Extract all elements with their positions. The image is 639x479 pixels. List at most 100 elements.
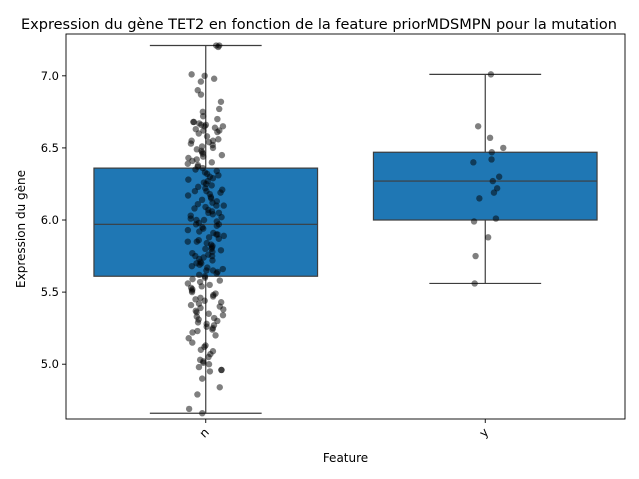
point-y-11 — [476, 195, 483, 202]
point-n-193 — [216, 384, 223, 391]
point-n-183 — [205, 353, 212, 361]
point-n-196 — [199, 410, 206, 417]
point-y-13 — [470, 218, 478, 225]
point-n-89 — [200, 216, 208, 224]
point-n-61 — [208, 182, 215, 189]
x-tick-label-y: y — [476, 425, 491, 440]
point-n-122 — [209, 257, 216, 264]
point-n-45 — [208, 159, 216, 166]
point-n-186 — [200, 359, 207, 366]
point-n-126 — [196, 261, 203, 268]
point-n-114 — [217, 247, 225, 254]
point-n-25 — [214, 128, 221, 136]
point-n-112 — [202, 245, 209, 253]
point-y-8 — [489, 177, 496, 185]
point-y-15 — [472, 252, 479, 260]
box-body-y — [372, 151, 598, 221]
point-n-170 — [203, 323, 210, 330]
point-n-188 — [195, 363, 203, 371]
point-y-16 — [471, 280, 478, 287]
point-n-137 — [189, 275, 196, 283]
point-n-79 — [191, 205, 198, 212]
point-n-158 — [220, 306, 227, 313]
point-n-131 — [203, 267, 210, 274]
point-n-75 — [194, 200, 202, 208]
point-n-195 — [185, 405, 193, 413]
point-n-149 — [209, 293, 217, 300]
point-n-67 — [217, 189, 224, 196]
y-tick-label-1: 5.5 — [41, 285, 59, 299]
point-n-93 — [192, 221, 200, 228]
point-n-69 — [184, 192, 192, 199]
point-n-174 — [189, 329, 196, 336]
point-n-26 — [195, 130, 202, 137]
point-n-97 — [184, 226, 192, 234]
point-n-166 — [214, 317, 221, 325]
point-y-10 — [490, 189, 498, 196]
point-n-5 — [210, 75, 218, 82]
point-n-172 — [209, 326, 216, 333]
point-n-104 — [215, 235, 223, 242]
y-ticks: 5.0 5.5 6.0 6.5 7.0 — [41, 69, 66, 371]
chart-title: Expression du gène TET2 en fonction de l… — [21, 17, 617, 33]
point-n-50 — [192, 166, 199, 173]
point-n-56 — [209, 174, 217, 182]
point-n-4 — [201, 72, 208, 80]
point-y-7 — [495, 173, 503, 180]
point-n-10 — [216, 105, 223, 113]
point-n-146 — [188, 288, 196, 296]
point-n-152 — [201, 297, 208, 304]
point-n-65 — [191, 187, 199, 195]
point-n-103 — [205, 234, 213, 241]
y-axis-label: Expression du gène — [14, 170, 28, 288]
boxes — [93, 44, 598, 414]
point-n-177 — [189, 339, 196, 346]
box-y — [372, 73, 598, 285]
point-n-6 — [197, 78, 205, 85]
point-n-94 — [213, 222, 221, 229]
x-tick-label-n: n — [197, 425, 212, 440]
point-y-12 — [492, 215, 500, 222]
point-n-57 — [185, 176, 192, 183]
point-n-157 — [197, 304, 204, 312]
strip-points — [184, 42, 507, 417]
point-n-46 — [184, 160, 191, 167]
point-n-129 — [219, 265, 227, 273]
y-tick-label-3: 6.5 — [41, 141, 59, 155]
point-n-54 — [215, 172, 222, 179]
point-n-127 — [188, 262, 196, 270]
point-n-142 — [198, 283, 205, 290]
point-n-194 — [194, 391, 201, 398]
point-n-98 — [196, 228, 203, 235]
point-y-14 — [484, 234, 492, 241]
point-n-3 — [188, 71, 195, 78]
point-n-180 — [197, 346, 205, 353]
point-n-2 — [215, 43, 222, 51]
point-n-106 — [184, 238, 191, 245]
point-n-190 — [218, 366, 225, 374]
point-n-84 — [209, 211, 216, 218]
point-n-151 — [192, 296, 199, 303]
y-tick-label-2: 6.0 — [41, 213, 59, 227]
point-n-176 — [185, 335, 192, 342]
point-n-86 — [218, 213, 225, 221]
point-y-2 — [486, 134, 494, 142]
plot-frame — [65, 33, 626, 420]
point-n-9 — [217, 98, 225, 105]
point-n-62 — [194, 183, 202, 191]
point-n-87 — [187, 215, 194, 222]
y-tick-label-4: 7.0 — [41, 69, 59, 83]
point-n-175 — [212, 332, 219, 339]
point-n-192 — [198, 375, 206, 382]
point-n-134 — [196, 271, 203, 279]
point-y-1 — [474, 123, 482, 130]
point-n-77 — [220, 202, 227, 209]
point-n-32 — [187, 140, 195, 147]
point-n-28 — [215, 136, 222, 143]
point-n-44 — [189, 157, 196, 165]
point-n-138 — [216, 277, 224, 284]
point-n-133 — [213, 270, 220, 277]
point-n-155 — [187, 301, 195, 309]
